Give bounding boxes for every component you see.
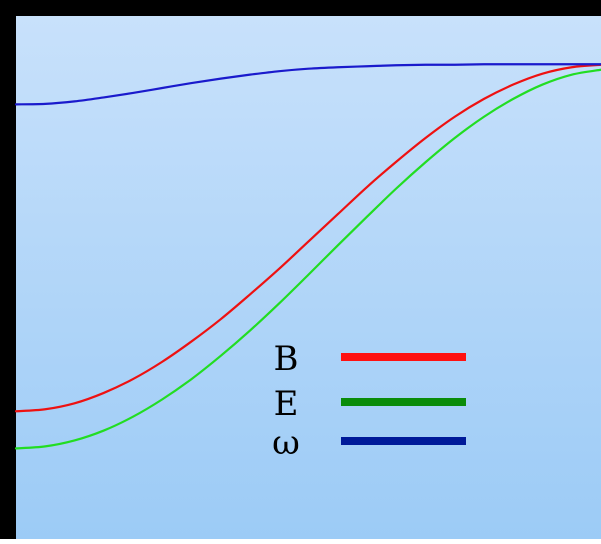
series-line-3 [14,63,601,106]
legend: BEω [272,339,466,463]
legend-label-3: ω [272,423,300,463]
legend-label-2: E [274,384,299,424]
series-line-1 [14,63,601,413]
series-line-2 [14,68,601,450]
series-layer [14,63,601,450]
plot-area [16,16,601,539]
legend-label-1: B [274,339,299,379]
